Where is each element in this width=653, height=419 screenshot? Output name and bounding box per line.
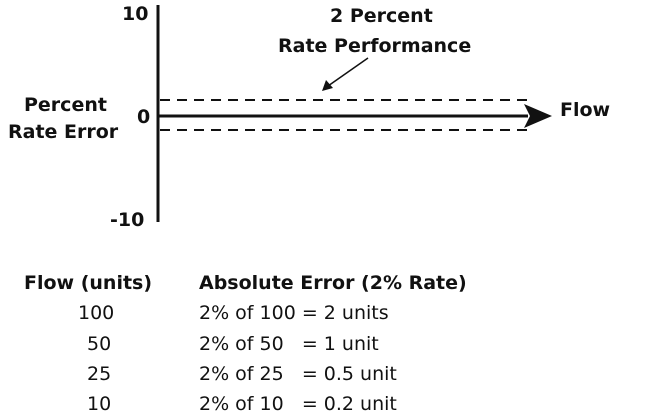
table-row-error: 2% of 50 = 1 unit: [199, 333, 379, 355]
x-axis-label: Flow: [560, 99, 611, 121]
table-row-error: 2% of 25 = 0.5 unit: [199, 363, 397, 385]
flow-arrowhead: [524, 104, 552, 128]
band-label-line2: Rate Performance: [278, 35, 472, 57]
table-header-flow: Flow (units): [24, 272, 153, 294]
band-pointer-arrowhead: [322, 80, 333, 91]
y-tick-top: 10: [122, 3, 149, 25]
table-row-flow: 10: [87, 393, 112, 415]
y-tick-zero: 0: [137, 106, 151, 128]
y-tick-bottom: -10: [110, 209, 145, 231]
band-label-line1: 2 Percent: [330, 5, 433, 27]
y-axis-label-line2: Rate Error: [8, 121, 119, 143]
table-row-error: 2% of 10 = 0.2 unit: [199, 393, 397, 415]
y-axis-label-line1: Percent: [24, 94, 107, 116]
band-pointer-line: [327, 57, 369, 87]
table-row-flow: 25: [87, 363, 112, 385]
table-header-error: Absolute Error (2% Rate): [199, 272, 467, 294]
table-row-flow: 100: [78, 302, 115, 324]
table-row-flow: 50: [87, 333, 112, 355]
table-row-error: 2% of 100 = 2 units: [199, 302, 389, 324]
